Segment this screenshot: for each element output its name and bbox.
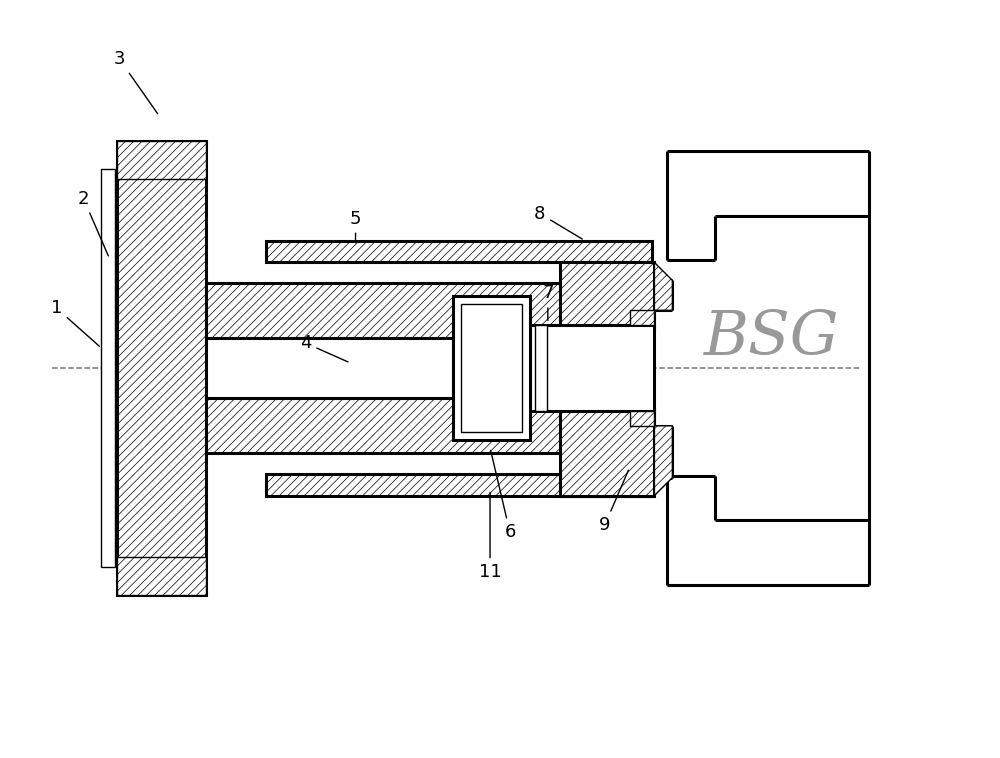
Bar xyxy=(117,141,206,179)
Bar xyxy=(266,474,652,496)
Bar xyxy=(453,325,654,411)
Text: 2: 2 xyxy=(78,190,108,256)
Bar xyxy=(461,304,522,432)
Text: 6: 6 xyxy=(491,450,516,541)
Bar xyxy=(117,557,206,595)
Text: 7: 7 xyxy=(542,284,554,321)
Text: 9: 9 xyxy=(599,470,628,534)
Text: BSG: BSG xyxy=(704,309,840,368)
Bar xyxy=(206,338,575,398)
Text: 11: 11 xyxy=(479,493,501,581)
Bar xyxy=(630,411,654,426)
Polygon shape xyxy=(654,426,672,496)
Bar xyxy=(117,141,206,595)
Bar xyxy=(453,296,530,440)
Polygon shape xyxy=(654,262,672,310)
Bar xyxy=(206,283,575,338)
Text: 1: 1 xyxy=(51,299,99,346)
Bar xyxy=(266,240,652,262)
Polygon shape xyxy=(560,262,654,328)
Text: 5: 5 xyxy=(350,210,361,243)
Bar xyxy=(535,325,547,411)
Text: 3: 3 xyxy=(114,50,158,114)
Bar xyxy=(630,310,654,325)
Text: 8: 8 xyxy=(534,205,582,239)
Bar xyxy=(206,398,575,453)
Text: 4: 4 xyxy=(300,334,348,362)
Bar xyxy=(101,169,115,567)
Polygon shape xyxy=(560,408,654,496)
